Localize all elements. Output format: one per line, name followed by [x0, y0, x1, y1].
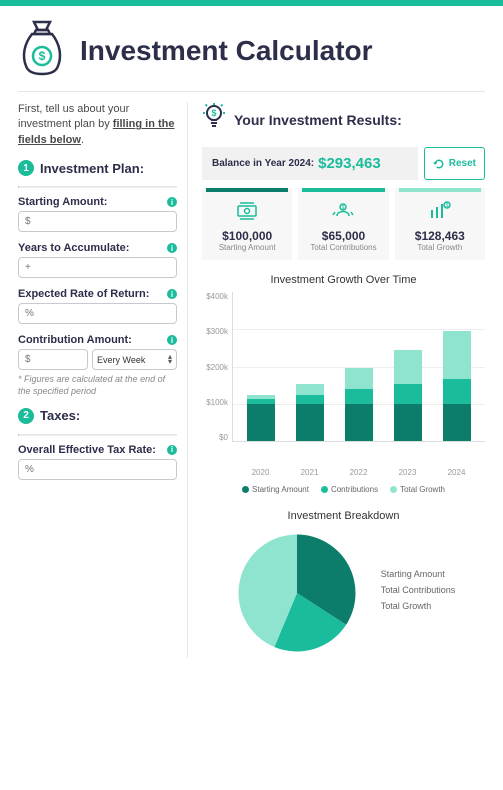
stat-card: $$128,463Total Growth	[395, 188, 485, 260]
pie-chart	[232, 528, 362, 658]
page-title: Investment Calculator	[80, 35, 373, 67]
bar-segment	[394, 350, 422, 385]
svg-text:$: $	[211, 108, 216, 118]
legend-item: Total Contributions	[376, 585, 456, 595]
bar-segment	[443, 331, 471, 379]
divider	[18, 186, 177, 188]
bar-segment	[247, 404, 275, 442]
bar-segment	[296, 384, 324, 395]
money-bag-icon: $	[18, 20, 66, 81]
starting-amount-input[interactable]	[18, 211, 177, 232]
frequency-select[interactable]: Every Week▴▾	[92, 349, 177, 370]
x-tick: 2024	[448, 468, 466, 477]
field-label: Starting Amount:	[18, 196, 107, 208]
bar-segment	[394, 384, 422, 403]
bar-segment	[345, 368, 373, 390]
stat-icon: $	[331, 211, 355, 228]
divider	[18, 91, 485, 92]
reset-button[interactable]: Reset	[424, 147, 485, 180]
section-heading-plan: 1 Investment Plan:	[18, 160, 177, 176]
legend-item: Starting Amount	[376, 569, 456, 579]
stat-icon: $	[428, 211, 452, 228]
info-icon[interactable]: i	[167, 289, 177, 299]
stat-value: $128,463	[399, 229, 481, 243]
stat-label: Total Contributions	[302, 243, 384, 252]
y-tick: $0	[202, 433, 228, 442]
info-icon[interactable]: i	[167, 243, 177, 253]
x-tick: 2022	[350, 468, 368, 477]
x-tick: 2020	[252, 468, 270, 477]
bar-segment	[296, 395, 324, 404]
section-heading-taxes: 2 Taxes:	[18, 408, 177, 424]
svg-text:$: $	[445, 203, 448, 209]
bar-segment	[394, 404, 422, 442]
contribution-input[interactable]	[18, 349, 88, 370]
y-tick: $400k	[202, 292, 228, 301]
bar-stack	[247, 395, 275, 441]
chevron-updown-icon: ▴▾	[168, 355, 172, 365]
section-number: 2	[18, 408, 34, 424]
lightbulb-icon: $	[202, 102, 226, 137]
stat-label: Total Growth	[399, 243, 481, 252]
info-icon[interactable]: i	[167, 197, 177, 207]
bar-stack	[345, 368, 373, 442]
field-label: Expected Rate of Return:	[18, 288, 149, 300]
field-label: Contribution Amount:	[18, 334, 132, 346]
info-icon[interactable]: i	[167, 335, 177, 345]
balance-box: Balance in Year 2024: $293,463	[202, 147, 418, 180]
tax-rate-input[interactable]	[18, 459, 177, 480]
bar-segment	[443, 379, 471, 403]
stat-label: Starting Amount	[206, 243, 288, 252]
svg-text:$: $	[342, 205, 345, 211]
section-number: 1	[18, 160, 34, 176]
barchart-title: Investment Growth Over Time	[202, 274, 485, 286]
field-label: Overall Effective Tax Rate:	[18, 444, 156, 456]
svg-text:$: $	[39, 49, 46, 63]
stat-value: $100,000	[206, 229, 288, 243]
pie-title: Investment Breakdown	[202, 510, 485, 522]
stat-card: $$65,000Total Contributions	[298, 188, 388, 260]
pie-legend: Starting Amount Total Contributions Total …	[376, 569, 456, 617]
bar-chart: $400k $300k $200k $100k $0	[202, 292, 485, 462]
y-tick: $100k	[202, 398, 228, 407]
bar-stack	[296, 384, 324, 441]
footnote: * Figures are calculated at the end of t…	[18, 374, 177, 397]
bar-segment	[345, 389, 373, 403]
y-tick: $300k	[202, 327, 228, 336]
stat-value: $65,000	[302, 229, 384, 243]
years-input[interactable]	[18, 257, 177, 278]
stat-card: $100,000Starting Amount	[202, 188, 292, 260]
bar-stack	[394, 350, 422, 441]
legend-item: Total Growth	[390, 485, 445, 494]
page-header: $ Investment Calculator	[18, 20, 485, 81]
rate-input[interactable]	[18, 303, 177, 324]
x-tick: 2023	[399, 468, 417, 477]
legend-item: Contributions	[321, 485, 378, 494]
bar-segment	[345, 404, 373, 442]
form-panel: First, tell us about your investment pla…	[18, 102, 188, 658]
divider	[18, 434, 177, 436]
legend-item: Starting Amount	[242, 485, 309, 494]
results-panel: $ Your Investment Results: Balance in Ye…	[202, 102, 485, 658]
bar-segment	[443, 404, 471, 442]
info-icon[interactable]: i	[167, 445, 177, 455]
balance-value: $293,463	[318, 155, 381, 172]
results-title: Your Investment Results:	[234, 112, 402, 128]
y-tick: $200k	[202, 363, 228, 372]
refresh-icon	[433, 158, 445, 170]
x-tick: 2021	[301, 468, 319, 477]
legend-item: Total Growth	[376, 601, 456, 611]
field-label: Years to Accumulate:	[18, 242, 129, 254]
bar-stack	[443, 331, 471, 441]
stat-icon	[235, 211, 259, 228]
intro-text: First, tell us about your investment pla…	[18, 102, 177, 148]
bar-segment	[296, 404, 324, 442]
